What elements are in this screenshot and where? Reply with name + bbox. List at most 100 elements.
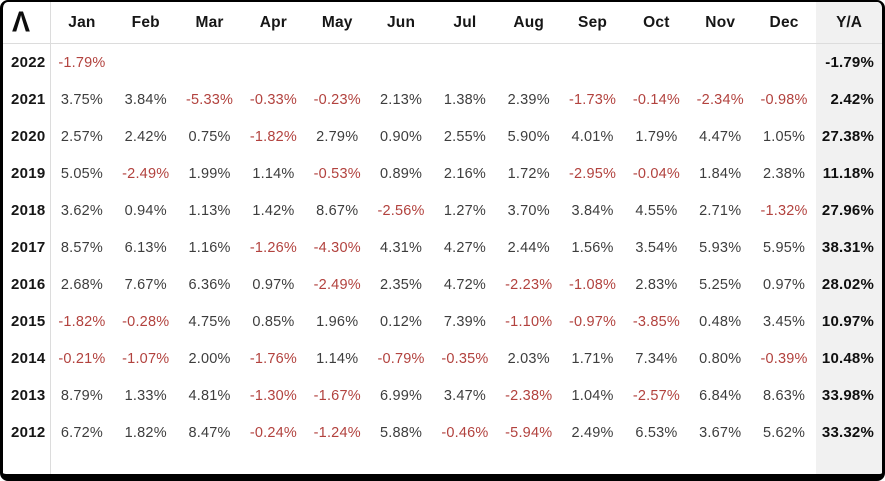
return-cell: 3.84% [571,202,614,219]
return-cell: -5.33% [185,91,234,108]
return-cell: 0.97% [763,276,806,293]
return-cell: 2.68% [60,276,103,293]
header-row: Λ Jan Feb Mar Apr May Jun Jul Aug Sep Oct Nov Dec Y/… [3,2,882,44]
year-label: 2021 [11,91,46,108]
return-cell: 1.79% [635,128,678,145]
return-cell: -1.67% [313,387,361,404]
return-cell: -0.97% [568,313,617,330]
year-average-cell: 2.42% [830,91,874,108]
return-cell: -0.35% [441,350,489,367]
ya-column-background [816,2,882,474]
column-header-sep: Sep [578,13,608,31]
return-cell: -2.49% [313,276,361,293]
return-cell: 3.67% [699,424,742,441]
return-cell: 2.16% [443,165,486,182]
return-cell: 6.13% [124,239,167,256]
return-cell: 0.97% [252,276,295,293]
return-cell: 3.45% [763,313,806,330]
column-header-nov: Nov [705,13,736,31]
return-cell: 5.88% [380,424,423,441]
return-cell: 6.99% [380,387,423,404]
year-average-cell: 27.96% [821,202,874,219]
return-cell: 8.57% [60,239,103,256]
return-cell: 2.49% [571,424,614,441]
return-cell: 3.70% [507,202,550,219]
return-cell: 4.81% [188,387,231,404]
return-cell: -1.73% [568,91,617,108]
year-label: 2018 [11,202,46,219]
return-cell: 1.04% [571,387,614,404]
return-cell: 2.44% [507,239,550,256]
return-cell: -4.30% [313,239,361,256]
year-average-cell: 28.02% [821,276,874,293]
return-cell: -0.46% [441,424,489,441]
return-cell: 0.89% [380,165,423,182]
year-label: 2012 [11,424,46,441]
return-cell: 0.75% [188,128,231,145]
return-cell: 0.12% [380,313,423,330]
return-cell: 5.62% [763,424,806,441]
return-cell: -2.23% [505,276,553,293]
return-cell: -1.82% [58,313,106,330]
return-cell: 2.57% [60,128,103,145]
year-average-cell: 11.18% [822,165,874,182]
return-cell: 2.35% [380,276,423,293]
caret-logo-icon: Λ [12,6,30,38]
column-header-aug: Aug [513,13,545,31]
year-label: 2022 [11,54,46,71]
year-average-cell: -1.79% [825,54,874,71]
return-cell: 4.75% [188,313,231,330]
return-cell: 4.55% [635,202,678,219]
return-cell: -0.79% [377,350,425,367]
return-cell: 2.00% [188,350,231,367]
return-cell: 2.13% [380,91,423,108]
table-row: 2019 5.05% -2.49% 1.99% 1.14% -0.53% 0.89% 2.16… [3,155,882,192]
year-label: 2014 [11,350,46,367]
return-cell: 4.31% [380,239,423,256]
return-cell: 2.38% [763,165,806,182]
ya-column-header: Y/A [836,13,862,31]
year-label: 2020 [11,128,46,145]
return-cell: 5.05% [60,165,103,182]
return-cell: -2.57% [632,387,680,404]
return-cell: 1.84% [699,165,742,182]
return-cell: 1.72% [507,165,550,182]
table-row: 2012 6.72% 1.82% 8.47% -0.24% -1.24% 5.88% -0.4… [3,414,882,451]
return-cell: 4.27% [443,239,486,256]
return-cell: 2.79% [316,128,359,145]
return-cell: -1.79% [58,54,106,71]
return-cell: -0.24% [249,424,297,441]
return-cell: -0.04% [632,165,680,182]
return-cell: -2.49% [122,165,170,182]
return-cell: 1.05% [763,128,806,145]
return-cell: -0.33% [249,91,297,108]
return-cell: 3.62% [60,202,103,219]
return-cell: -1.07% [122,350,170,367]
return-cell: 2.39% [507,91,550,108]
column-header-jul: Jul [453,13,477,31]
return-cell: -2.95% [568,165,617,182]
return-cell: -1.26% [249,239,297,256]
return-cell: 1.96% [316,313,359,330]
column-header-may: May [321,13,353,31]
column-header-feb: Feb [131,13,160,31]
return-cell: -0.98% [760,91,808,108]
return-cell: 5.93% [699,239,742,256]
table-row: 2015 -1.82% -0.28% 4.75% 0.85% 1.96% 0.12% 7.39… [3,303,882,340]
return-cell: 1.14% [316,350,359,367]
return-cell: 3.47% [443,387,486,404]
return-cell: 6.84% [699,387,742,404]
return-cell: 4.01% [571,128,614,145]
return-cell: 1.71% [571,350,614,367]
return-cell: -0.23% [313,91,361,108]
return-cell: 2.71% [699,202,742,219]
table-row: 2018 3.62% 0.94% 1.13% 1.42% 8.67% -2.56% 1.27%… [3,192,882,229]
year-label: 2017 [11,239,46,256]
return-cell: -0.21% [58,350,106,367]
return-cell: -1.30% [249,387,297,404]
return-cell: 7.39% [443,313,486,330]
return-cell: 1.82% [124,424,167,441]
return-cell: 3.54% [635,239,678,256]
return-cell: -0.28% [122,313,170,330]
year-label: 2015 [11,313,46,330]
